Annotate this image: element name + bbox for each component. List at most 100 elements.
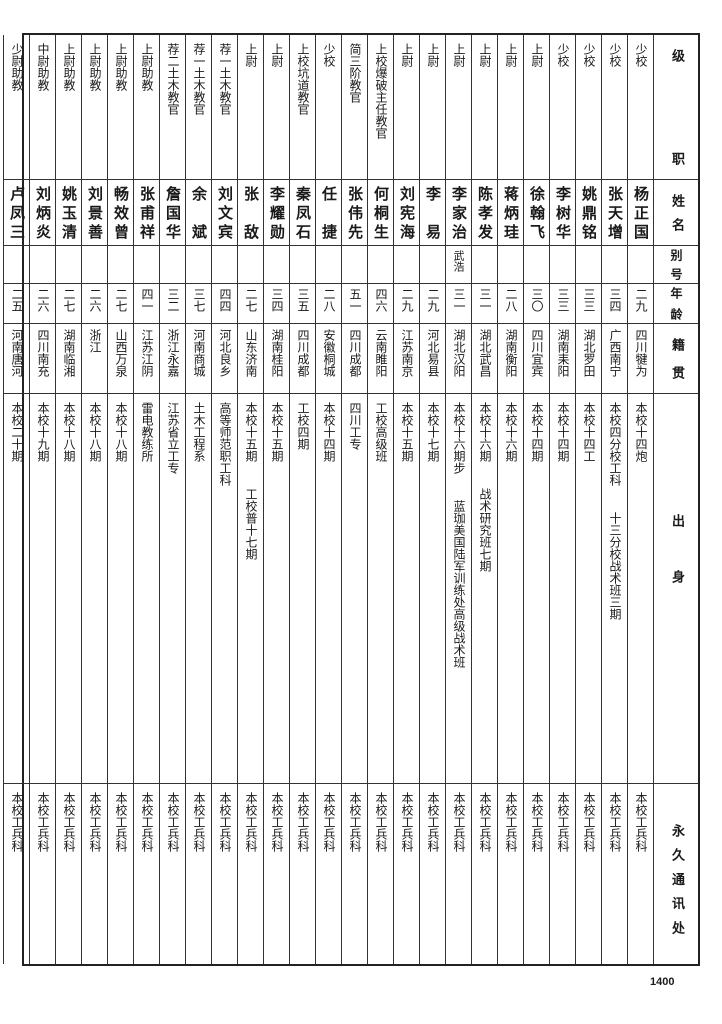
origin-segment: 高等师范职工科 bbox=[218, 402, 232, 486]
table-row: 上尉 刘宪海 二九 江苏南京 本校十五期 本校工兵科 bbox=[393, 35, 419, 964]
roster-table: 级职 姓名 别号 年龄 籍贯 出身 永久通讯处 少校 杨正国 二九 四川犍为 本校十四炮… bbox=[3, 33, 700, 966]
age-cell: 二九 bbox=[628, 284, 653, 324]
name-cell: 李家治 bbox=[446, 180, 471, 246]
table-row: 上尉助教 畅效曾 二七 山西万泉 本校十八期 本校工兵科 bbox=[107, 35, 133, 964]
hometown-cell: 四川南充 bbox=[30, 324, 55, 394]
hometown-cell: 河北易县 bbox=[420, 324, 445, 394]
hometown-cell: 江苏南京 bbox=[394, 324, 419, 394]
origin-cell: 江苏省立工专 bbox=[160, 394, 185, 784]
name-cell: 余斌 bbox=[186, 180, 211, 246]
address-cell: 本校工兵科 bbox=[608, 792, 622, 852]
hometown-cell: 四川犍为 bbox=[628, 324, 653, 394]
age-cell: 三四 bbox=[602, 284, 627, 324]
alias-cell bbox=[342, 246, 367, 284]
address-cell: 本校工兵科 bbox=[244, 792, 258, 852]
alias-cell bbox=[524, 246, 549, 284]
origin-segment: 本校十六期 bbox=[504, 402, 518, 462]
origin-cell: 土木工程系 bbox=[186, 394, 211, 784]
alias-cell bbox=[56, 246, 81, 284]
age-cell: 三〇 bbox=[524, 284, 549, 324]
address-cell: 本校工兵科 bbox=[400, 792, 414, 852]
origin-cell: 工校高级班 bbox=[368, 394, 393, 784]
address-cell: 本校工兵科 bbox=[582, 792, 596, 852]
origin-cell: 本校十四期 bbox=[550, 394, 575, 784]
address-cell: 本校工兵科 bbox=[348, 792, 362, 852]
age-cell: 四四 bbox=[212, 284, 237, 324]
origin-cell: 本校十七期 bbox=[420, 394, 445, 784]
rank-cell: 上尉助教 bbox=[82, 35, 107, 180]
age-cell: 三二 bbox=[160, 284, 185, 324]
hometown-cell: 河北良乡 bbox=[212, 324, 237, 394]
address-cell: 本校工兵科 bbox=[218, 792, 232, 852]
rank-cell: 少校 bbox=[628, 35, 653, 180]
address-cell: 本校工兵科 bbox=[10, 792, 24, 852]
address-cell: 本校工兵科 bbox=[374, 792, 388, 852]
age-cell: 二六 bbox=[82, 284, 107, 324]
rank-cell: 中尉助教 bbox=[30, 35, 55, 180]
age-cell: 三五 bbox=[290, 284, 315, 324]
origin-segment: 本校十八期 bbox=[88, 402, 102, 462]
name-cell: 任捷 bbox=[316, 180, 341, 246]
origin-segment: 本校十四期 bbox=[530, 402, 544, 462]
origin-cell: 本校十四期 bbox=[316, 394, 341, 784]
rank-cell: 上尉 bbox=[446, 35, 471, 180]
name-cell: 徐翰飞 bbox=[524, 180, 549, 246]
origin-segment: 本校十四炮 bbox=[634, 402, 648, 462]
age-cell: 二八 bbox=[498, 284, 523, 324]
alias-cell bbox=[264, 246, 289, 284]
origin-segment: 本校十四期 bbox=[322, 402, 336, 462]
origin-segment: 本校十五期 bbox=[400, 402, 414, 462]
address-cell: 本校工兵科 bbox=[634, 792, 648, 852]
table-row: 上尉助教 姚玉清 二七 湖南临湘 本校十八期 本校工兵科 bbox=[55, 35, 81, 964]
age-cell: 四六 bbox=[368, 284, 393, 324]
header-address: 永久通讯处 bbox=[669, 824, 684, 934]
origin-cell: 四川工专 bbox=[342, 394, 367, 784]
name-cell: 姚玉清 bbox=[56, 180, 81, 246]
origin-segment: 本校十六期 bbox=[478, 402, 492, 462]
header-column: 级职 姓名 别号 年龄 籍贯 出身 永久通讯处 bbox=[653, 35, 698, 964]
alias-cell bbox=[602, 246, 627, 284]
age-cell: 二九 bbox=[420, 284, 445, 324]
hometown-cell: 湖北武昌 bbox=[472, 324, 497, 394]
alias-cell bbox=[316, 246, 341, 284]
name-cell: 詹国华 bbox=[160, 180, 185, 246]
origin-cell: 本校四分校工科 十三分校战术班三期 bbox=[602, 394, 627, 784]
hometown-cell: 山西万泉 bbox=[108, 324, 133, 394]
origin-segment: 工校四期 bbox=[296, 402, 310, 450]
address-cell: 本校工兵科 bbox=[270, 792, 284, 852]
name-cell: 李耀勋 bbox=[264, 180, 289, 246]
origin-cell: 雷电教练所 bbox=[134, 394, 159, 784]
hometown-cell: 湖南临湘 bbox=[56, 324, 81, 394]
alias-cell bbox=[212, 246, 237, 284]
age-cell: 三一 bbox=[446, 284, 471, 324]
age-cell: 三四 bbox=[264, 284, 289, 324]
age-cell: 二五 bbox=[4, 284, 29, 324]
name-cell: 畅效曾 bbox=[108, 180, 133, 246]
name-cell: 张伟先 bbox=[342, 180, 367, 246]
name-cell: 秦凤石 bbox=[290, 180, 315, 246]
origin-segment: 本校十四期 bbox=[556, 402, 570, 462]
origin-segment: 本校十五期 bbox=[244, 402, 258, 462]
table-row: 上尉 蒋炳珪 二八 湖南衡阳 本校十六期 本校工兵科 bbox=[497, 35, 523, 964]
name-cell: 卢凤三 bbox=[4, 180, 29, 246]
origin-segment: 本校二十期 bbox=[10, 402, 24, 462]
table-row: 荐二土木教官 詹国华 三二 浙江永嘉 江苏省立工专 本校工兵科 bbox=[159, 35, 185, 964]
hometown-cell: 河南商城 bbox=[186, 324, 211, 394]
alias-cell bbox=[628, 246, 653, 284]
address-cell: 本校工兵科 bbox=[322, 792, 336, 852]
address-cell: 本校工兵科 bbox=[140, 792, 154, 852]
origin-cell: 本校十六期 战术研究班七期 bbox=[472, 394, 497, 784]
rank-cell: 少校 bbox=[576, 35, 601, 180]
name-cell: 张甫祥 bbox=[134, 180, 159, 246]
hometown-cell: 湖南衡阳 bbox=[498, 324, 523, 394]
name-cell: 杨正国 bbox=[628, 180, 653, 246]
rank-cell: 上尉 bbox=[394, 35, 419, 180]
table-row: 上尉助教 张甫祥 四一 江苏江阴 雷电教练所 本校工兵科 bbox=[133, 35, 159, 964]
hometown-cell: 安徽桐城 bbox=[316, 324, 341, 394]
rank-cell: 少尉助教 bbox=[4, 35, 29, 180]
origin-cell: 高等师范职工科 bbox=[212, 394, 237, 784]
age-cell: 三一 bbox=[472, 284, 497, 324]
hometown-cell: 湖南耒阳 bbox=[550, 324, 575, 394]
name-cell: 何桐生 bbox=[368, 180, 393, 246]
alias-cell bbox=[576, 246, 601, 284]
